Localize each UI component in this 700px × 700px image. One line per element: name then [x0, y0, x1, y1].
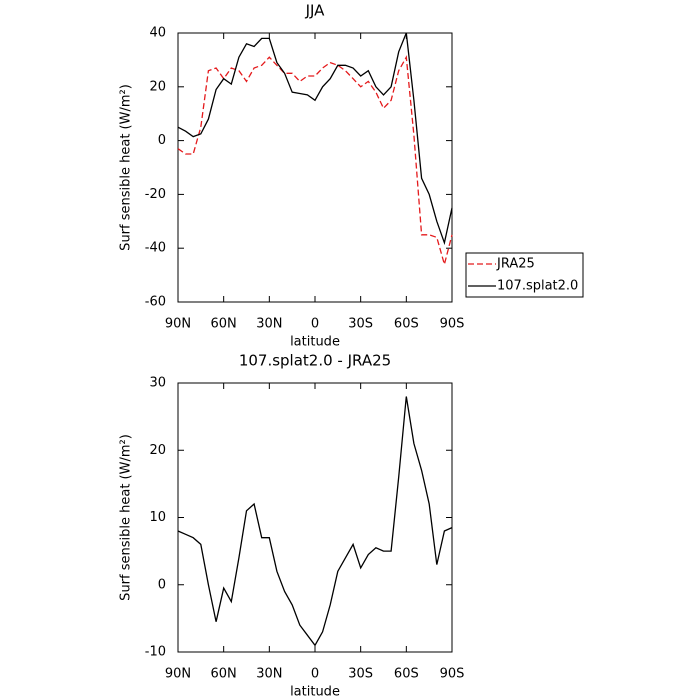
y-tick-label: -60 — [145, 295, 166, 310]
legend-label: 107.splat2.0 — [497, 279, 578, 294]
y-axis-label: Surf sensible heat (W/m²) — [119, 84, 134, 251]
data-line — [177, 32, 453, 246]
y-tick-label: 30 — [149, 376, 166, 391]
chart-title: 107.splat2.0 - JRA25 — [239, 352, 391, 370]
x-tick-label: 60N — [211, 317, 237, 332]
y-tick-label: 20 — [149, 443, 166, 458]
y-tick-label: 0 — [158, 577, 166, 592]
y-tick-label: -20 — [145, 187, 166, 202]
x-tick-label: 30S — [348, 317, 373, 332]
legend-box — [465, 252, 584, 298]
data-line — [177, 55, 453, 267]
x-tick-label: 90S — [440, 317, 465, 332]
y-tick-label: -40 — [145, 241, 166, 256]
x-tick-label: 60S — [394, 667, 419, 682]
x-axis-label: latitude — [290, 685, 340, 700]
x-tick-label: 30N — [256, 317, 282, 332]
y-tick-label: 0 — [158, 133, 166, 148]
legend-label: JRA25 — [496, 257, 535, 272]
x-tick-label: 90N — [165, 667, 191, 682]
data-line — [177, 396, 453, 647]
x-tick-label: 90S — [440, 667, 465, 682]
x-tick-label: 0 — [311, 317, 319, 332]
x-tick-label: 90N — [165, 317, 191, 332]
x-tick-label: 30S — [348, 667, 373, 682]
chart-title: JJA — [305, 2, 326, 20]
y-tick-label: 40 — [149, 26, 166, 41]
x-tick-label: 60N — [211, 667, 237, 682]
y-tick-label: 10 — [149, 510, 166, 525]
x-tick-label: 60S — [394, 317, 419, 332]
y-axis-label: Surf sensible heat (W/m²) — [119, 434, 134, 601]
y-tick-label: 20 — [149, 79, 166, 94]
x-tick-label: 30N — [256, 667, 282, 682]
y-tick-label: -10 — [145, 645, 166, 660]
x-axis-label: latitude — [290, 335, 340, 350]
x-tick-label: 0 — [311, 667, 319, 682]
